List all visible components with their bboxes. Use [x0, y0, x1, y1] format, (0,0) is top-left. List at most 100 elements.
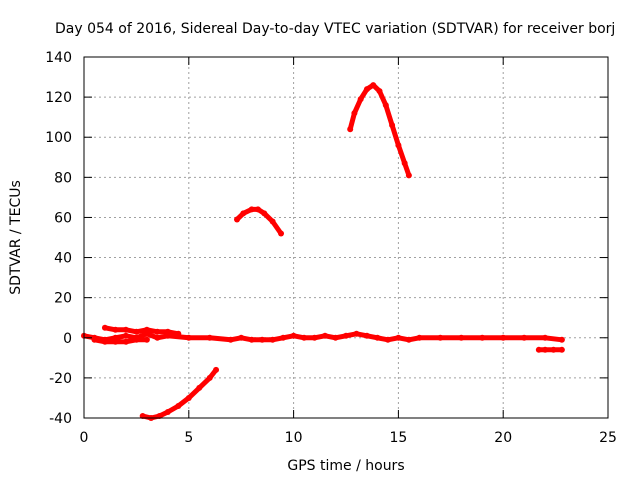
- data-point: [395, 334, 402, 341]
- y-tick-label: 100: [45, 130, 72, 146]
- data-point: [101, 324, 108, 331]
- data-point: [254, 206, 261, 213]
- data-point: [196, 384, 203, 391]
- series-end-segment: [535, 346, 565, 353]
- series-mid-arc: [234, 206, 285, 237]
- grid: [84, 57, 608, 418]
- data-point: [542, 334, 549, 341]
- data-point: [558, 336, 565, 343]
- series-band-upper: [101, 324, 182, 337]
- y-tick-label: 80: [54, 170, 72, 186]
- y-tick-label: -20: [49, 371, 72, 387]
- data-point: [213, 366, 220, 373]
- x-tick-labels: 0 5 10 15 20 25: [80, 57, 617, 446]
- data-point: [91, 336, 98, 343]
- x-tick-label: 20: [494, 430, 512, 446]
- data-point: [343, 332, 349, 339]
- data-point: [164, 408, 171, 415]
- x-tick-label: 0: [80, 430, 89, 446]
- x-tick-label: 25: [599, 430, 617, 446]
- x-tick-label: 5: [184, 430, 193, 446]
- data-point: [234, 216, 241, 223]
- data-point: [164, 328, 171, 335]
- data-point: [227, 336, 234, 343]
- data-point: [382, 102, 389, 109]
- y-axis-label: SDTVAR / TECUs: [8, 180, 24, 295]
- series-line: [140, 367, 219, 421]
- data-point: [389, 122, 396, 129]
- data-point: [206, 374, 213, 381]
- data-point: [395, 142, 402, 149]
- data-point: [311, 334, 318, 341]
- data-point: [122, 332, 129, 339]
- series-baseline: [81, 330, 565, 343]
- data-point: [535, 346, 542, 353]
- data-point: [322, 332, 329, 339]
- y-tick-label: 120: [45, 90, 72, 106]
- data-point: [374, 334, 381, 341]
- data-point: [384, 336, 391, 343]
- data-point: [405, 172, 412, 179]
- y-tick-label: -40: [49, 411, 72, 427]
- data-point: [558, 346, 565, 353]
- data-point: [363, 332, 370, 339]
- data-point: [376, 88, 383, 95]
- data-point: [112, 326, 119, 333]
- data-point: [139, 412, 146, 419]
- data-point: [133, 336, 140, 343]
- data-point: [347, 126, 354, 133]
- series-layer: [81, 82, 565, 421]
- y-tick-label: 0: [63, 331, 72, 347]
- data-point: [122, 326, 129, 333]
- data-point: [278, 230, 285, 237]
- y-tick-label: 20: [54, 291, 72, 307]
- data-point: [363, 86, 370, 93]
- y-tick-label: 60: [54, 210, 72, 226]
- data-point: [351, 110, 358, 117]
- data-point: [248, 206, 255, 213]
- data-point: [353, 330, 360, 337]
- data-point: [185, 334, 192, 341]
- data-point: [101, 338, 108, 345]
- data-point: [290, 332, 297, 339]
- data-point: [154, 328, 161, 335]
- data-point: [156, 412, 163, 419]
- data-point: [238, 334, 245, 341]
- data-point: [133, 328, 140, 335]
- data-point: [240, 210, 247, 217]
- chart-title: Day 054 of 2016, Sidereal Day-to-day VTE…: [55, 21, 615, 37]
- data-point: [301, 334, 308, 341]
- data-point: [143, 326, 150, 333]
- series-band-lower: [91, 336, 150, 345]
- data-point: [259, 336, 266, 343]
- plot-frame: [83, 56, 609, 419]
- data-point: [175, 330, 182, 337]
- data-point: [154, 334, 161, 341]
- data-point: [370, 82, 377, 89]
- x-tick-label: 10: [285, 430, 303, 446]
- data-point: [405, 336, 412, 343]
- y-tick-label: 40: [54, 251, 72, 267]
- x-axis-label: GPS time / hours: [287, 458, 404, 474]
- data-point: [550, 346, 557, 353]
- data-point: [269, 336, 276, 343]
- data-point: [401, 160, 408, 167]
- data-point: [261, 210, 268, 217]
- data-point: [479, 334, 486, 341]
- data-point: [542, 346, 549, 353]
- data-point: [458, 334, 465, 341]
- data-point: [206, 334, 213, 341]
- data-point: [122, 338, 129, 345]
- data-point: [175, 402, 182, 409]
- series-high-arc: [347, 82, 412, 179]
- y-tick-labels: -40 -20 0 20 40 60 80 100 120 140: [45, 50, 608, 427]
- data-point: [357, 96, 364, 103]
- data-point: [280, 334, 287, 341]
- x-tick-label: 15: [389, 430, 407, 446]
- data-point: [143, 336, 150, 343]
- data-point: [248, 336, 255, 343]
- data-point: [521, 334, 528, 341]
- series-low-arc: [139, 366, 220, 421]
- data-point: [185, 394, 192, 401]
